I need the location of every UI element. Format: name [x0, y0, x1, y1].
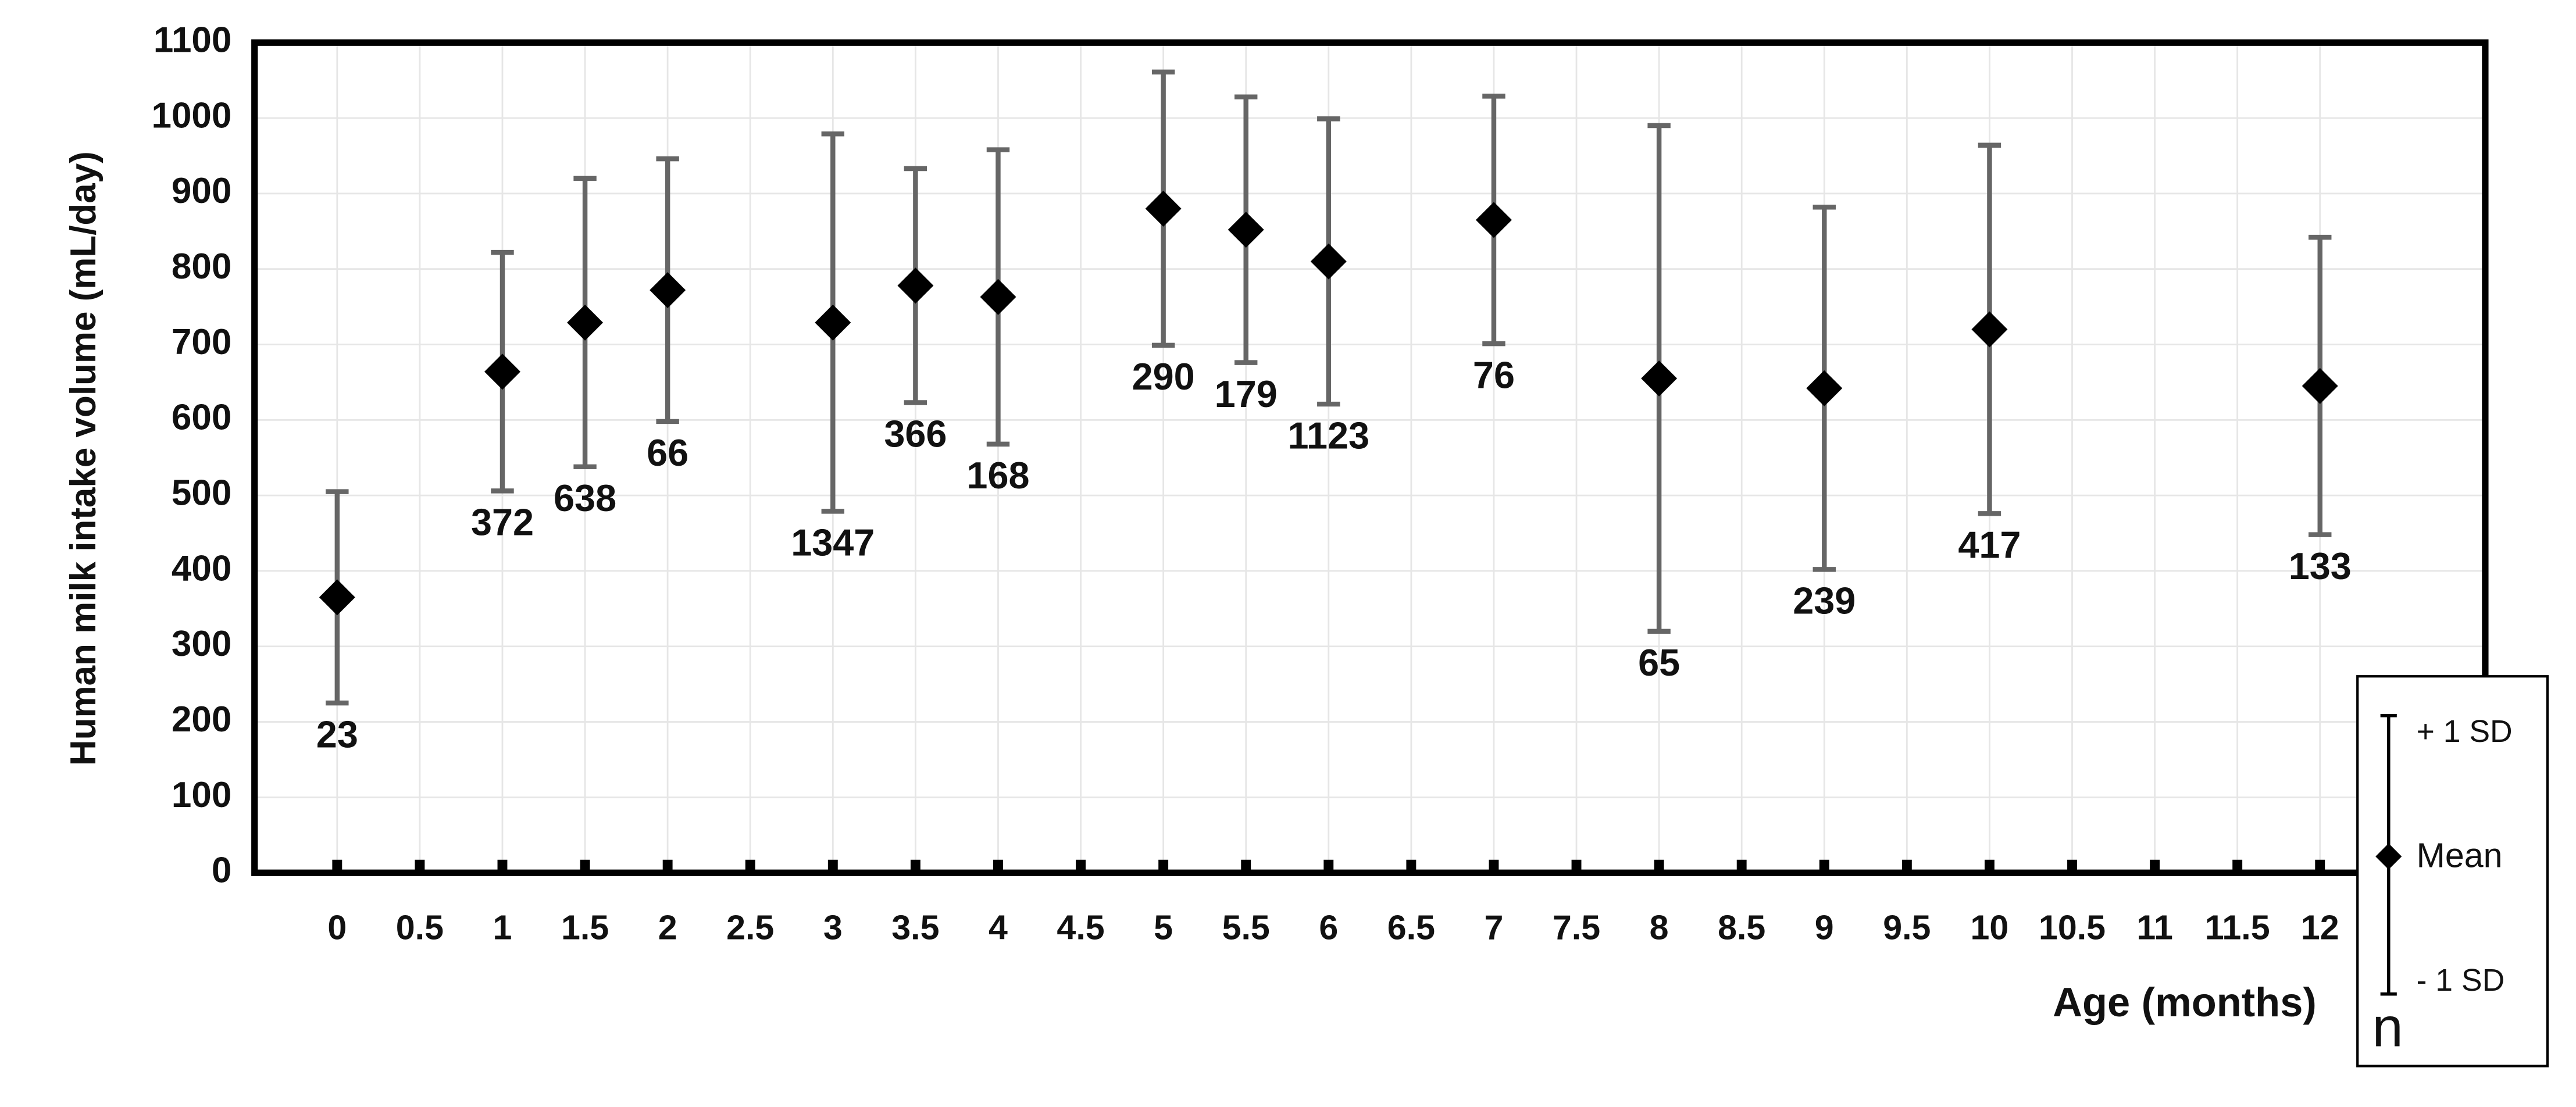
n-label: 1347 [791, 522, 875, 564]
x-tick-label: 12 [2301, 908, 2339, 947]
plot-frame [251, 39, 2489, 876]
mean-marker [1145, 190, 1182, 227]
x-tick-label: 1.5 [561, 908, 609, 947]
x-tick-label: 8 [1650, 908, 1669, 947]
y-tick-label: 1000 [151, 95, 231, 135]
x-tick-label: 4 [989, 908, 1008, 947]
n-label: 23 [316, 713, 358, 755]
n-label: 239 [1793, 580, 1856, 622]
mean-marker [1310, 243, 1347, 280]
y-tick-label: 500 [172, 473, 231, 513]
legend-marker [2375, 843, 2402, 870]
plot: 0 100 200 300 400 500 600 700 800 900 1000 1100 0 0.5… [151, 20, 2489, 947]
n-label: 1123 [1288, 414, 1370, 456]
n-label: 65 [1638, 641, 1680, 684]
y-tick-label: 400 [172, 548, 231, 588]
y-tick-label: 700 [172, 322, 231, 362]
y-tick-label: 600 [172, 398, 231, 438]
mean-marker [1641, 360, 1678, 397]
x-tick-label: 2 [658, 908, 677, 947]
n-label: 179 [1215, 373, 1278, 415]
x-tick-label: 6 [1319, 908, 1338, 947]
x-tick-label: 5.5 [1222, 908, 1270, 947]
y-tick-label: 200 [172, 699, 231, 740]
y-tick-label: 300 [172, 624, 231, 664]
x-tick-label: 10 [1971, 908, 2009, 947]
plot-area [254, 42, 2485, 873]
mean-marker [980, 278, 1016, 315]
mean-marker [815, 304, 851, 341]
x-tick-label: 9 [1815, 908, 1834, 947]
y-axis-title: Human milk intake volume (mL/day) [63, 151, 104, 766]
x-tick-label: 1 [493, 908, 512, 947]
y-tick-label: 900 [172, 171, 231, 211]
x-tick-label: 0 [327, 908, 347, 947]
mean-marker [484, 353, 520, 390]
n-label: 638 [554, 477, 616, 519]
legend-lower: - 1 SD [2417, 963, 2505, 998]
y-tick-label: 1100 [154, 20, 231, 60]
n-label: 366 [884, 413, 947, 455]
y-tick-label: 800 [172, 247, 231, 287]
mean-marker [1971, 311, 2008, 348]
legend-mean: Mean [2417, 836, 2503, 875]
x-tick-label: 11 [2136, 908, 2173, 947]
legend-n: n [2372, 997, 2403, 1059]
legend-upper: + 1 SD [2417, 715, 2513, 749]
y-tick-label: 0 [212, 851, 231, 891]
legend: + 1 SD Mean - 1 SD n [2356, 675, 2549, 1067]
x-tick-label: 10.5 [2039, 908, 2106, 947]
n-label: 417 [1958, 524, 2021, 566]
n-label: 76 [1473, 353, 1515, 396]
n-label: 66 [647, 431, 688, 474]
x-tick-label: 9.5 [1883, 908, 1931, 947]
x-tick-label: 0.5 [396, 908, 444, 947]
n-label: 168 [966, 454, 1029, 497]
x-tick-label: 3 [823, 908, 843, 947]
x-tick-label: 5 [1154, 908, 1173, 947]
x-tick-label: 4.5 [1057, 908, 1104, 947]
y-tick-label: 100 [172, 775, 231, 815]
x-tick-label: 6.5 [1387, 908, 1435, 947]
x-tick-label: 11.5 [2205, 908, 2270, 947]
x-axis-title: Age (months) [2053, 979, 2317, 1025]
x-tick-label: 7.5 [1553, 908, 1600, 947]
n-label: 372 [471, 501, 534, 544]
x-tick-label: 8.5 [1718, 908, 1765, 947]
x-tick-label: 3.5 [891, 908, 939, 947]
x-tick-label: 7 [1485, 908, 1504, 947]
n-label: 290 [1132, 355, 1195, 398]
n-label: 133 [2289, 545, 2352, 587]
x-tick-label: 2.5 [726, 908, 774, 947]
